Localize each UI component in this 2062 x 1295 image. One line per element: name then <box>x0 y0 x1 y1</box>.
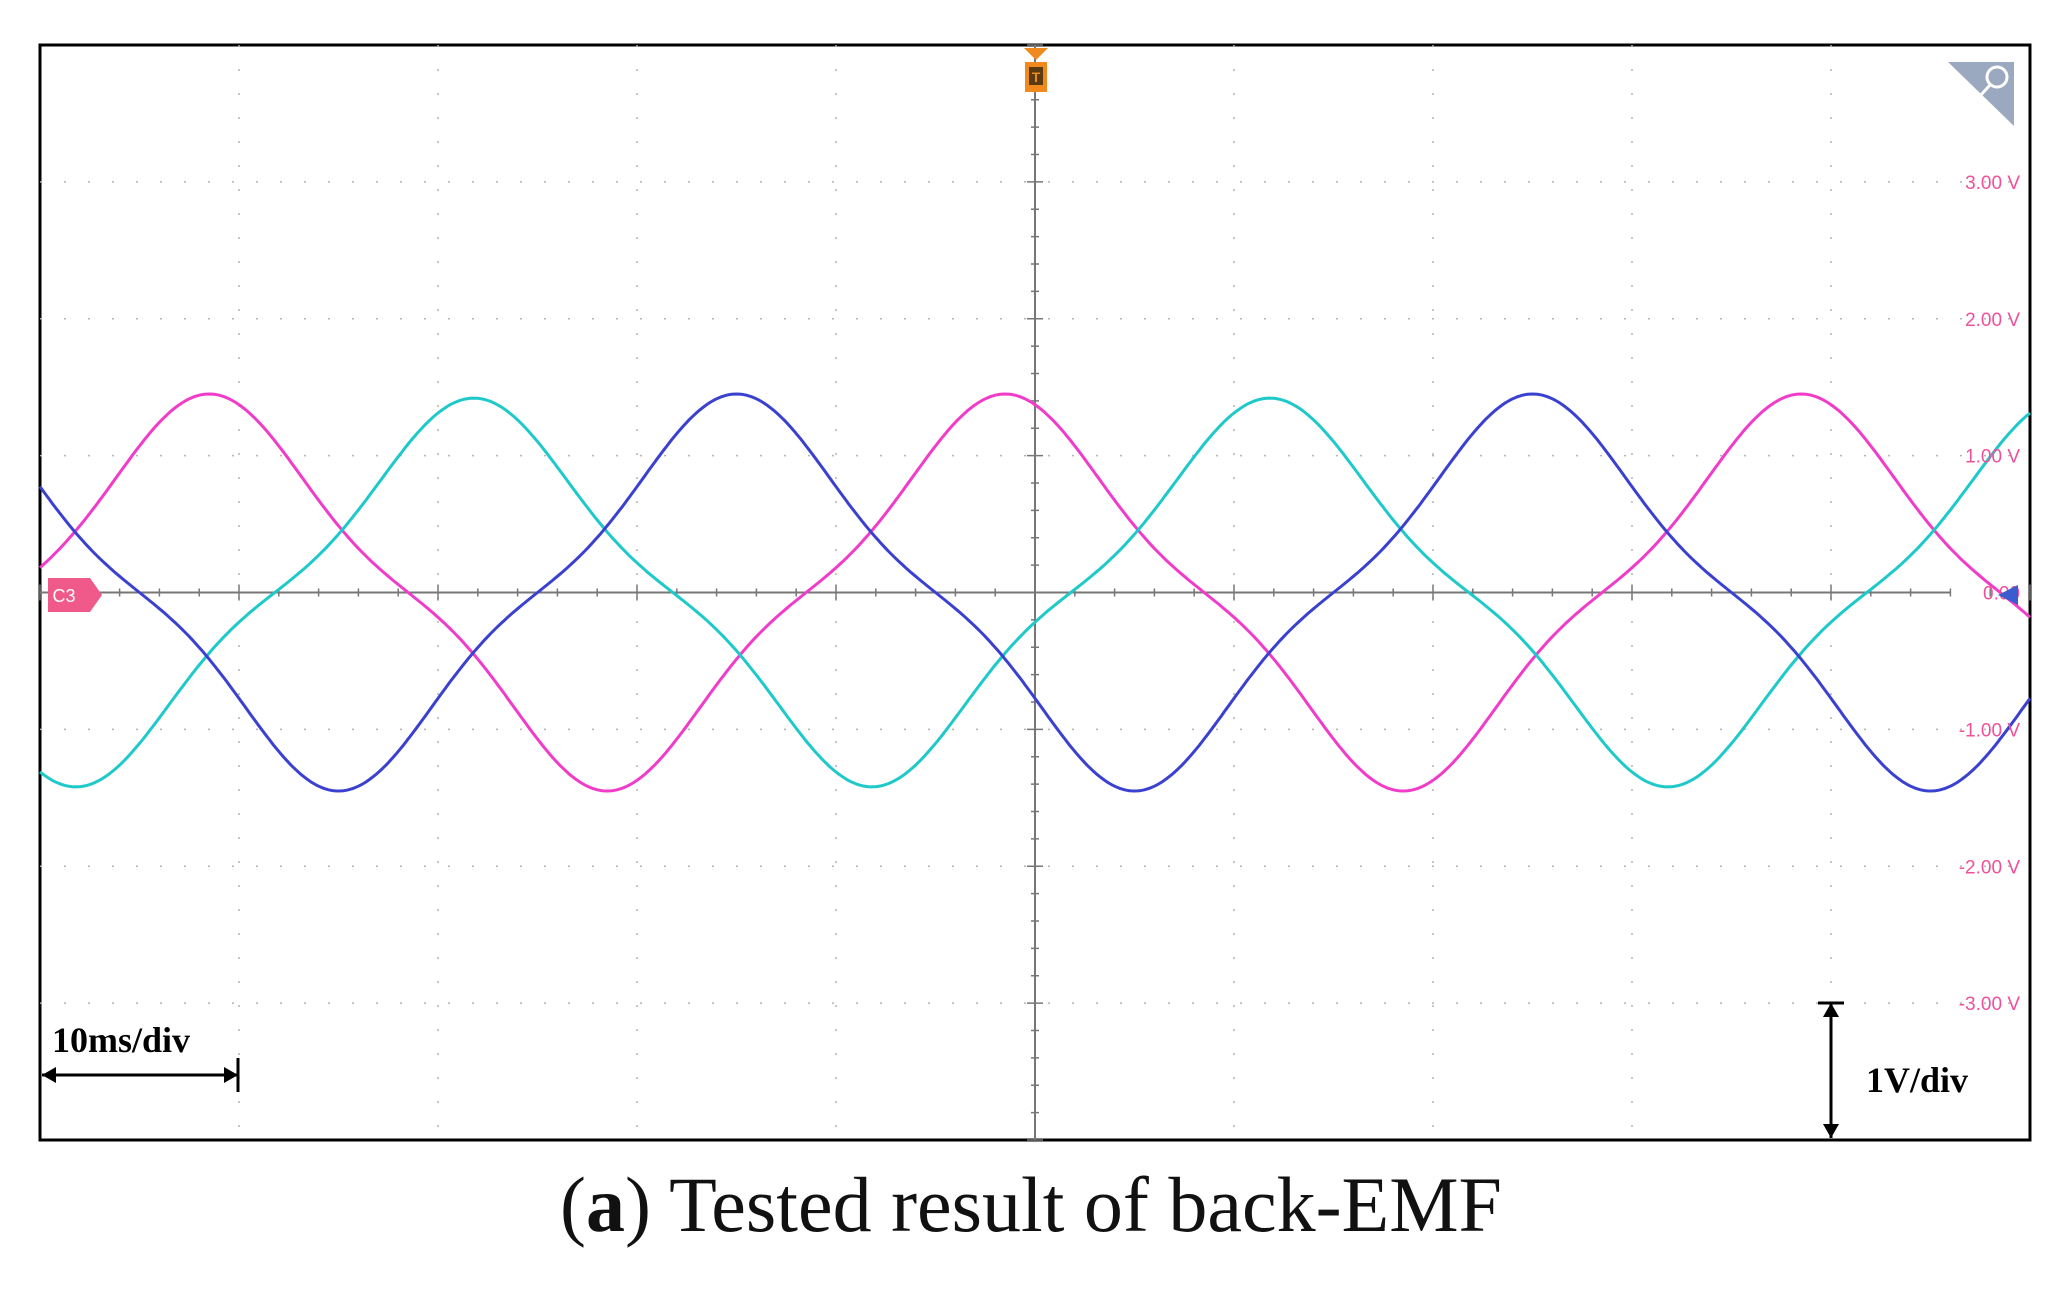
zoom-icon[interactable] <box>1948 62 2014 126</box>
caption-text: Tested result of back-EMF <box>651 1161 1502 1248</box>
waveform-series <box>38 392 2032 793</box>
y-tick-label: 2.00 V <box>1965 310 2020 331</box>
oscilloscope-chart: 3.00 V2.00 V1.00 V0.00-1.00 V-2.00 V-3.0… <box>38 43 2032 1142</box>
reference-arrow-icon <box>1998 585 2018 605</box>
y-tick-label: -2.00 V <box>1959 857 2021 878</box>
y-tick-labels: 3.00 V2.00 V1.00 V0.00-1.00 V-2.00 V-3.0… <box>1959 173 2021 1015</box>
y-tick-label: 1.00 V <box>1965 447 2020 468</box>
trigger-label: T <box>1032 69 1041 85</box>
time-scale-label: 10ms/div <box>52 1020 190 1060</box>
channel-marker-label: C3 <box>52 586 75 606</box>
y-tick-label: -1.00 V <box>1959 720 2021 741</box>
figure-caption: (a) Tested result of back-EMF <box>560 1161 1502 1248</box>
time-scale-annotation: 10ms/div <box>42 1020 240 1092</box>
volt-scale-label: 1V/div <box>1866 1060 1968 1100</box>
grid <box>39 44 2031 1141</box>
waveform-series <box>38 392 2031 793</box>
trigger-marker: T <box>1024 48 1048 92</box>
caption-letter: a <box>586 1161 626 1248</box>
volt-scale-annotation: 1V/div <box>1818 1001 1968 1138</box>
y-tick-label: -3.00 V <box>1959 994 2021 1015</box>
waveform-series <box>39 396 2031 789</box>
waveforms <box>38 392 2032 793</box>
y-tick-label: 3.00 V <box>1965 173 2020 194</box>
channel-marker: C3 <box>48 578 102 612</box>
